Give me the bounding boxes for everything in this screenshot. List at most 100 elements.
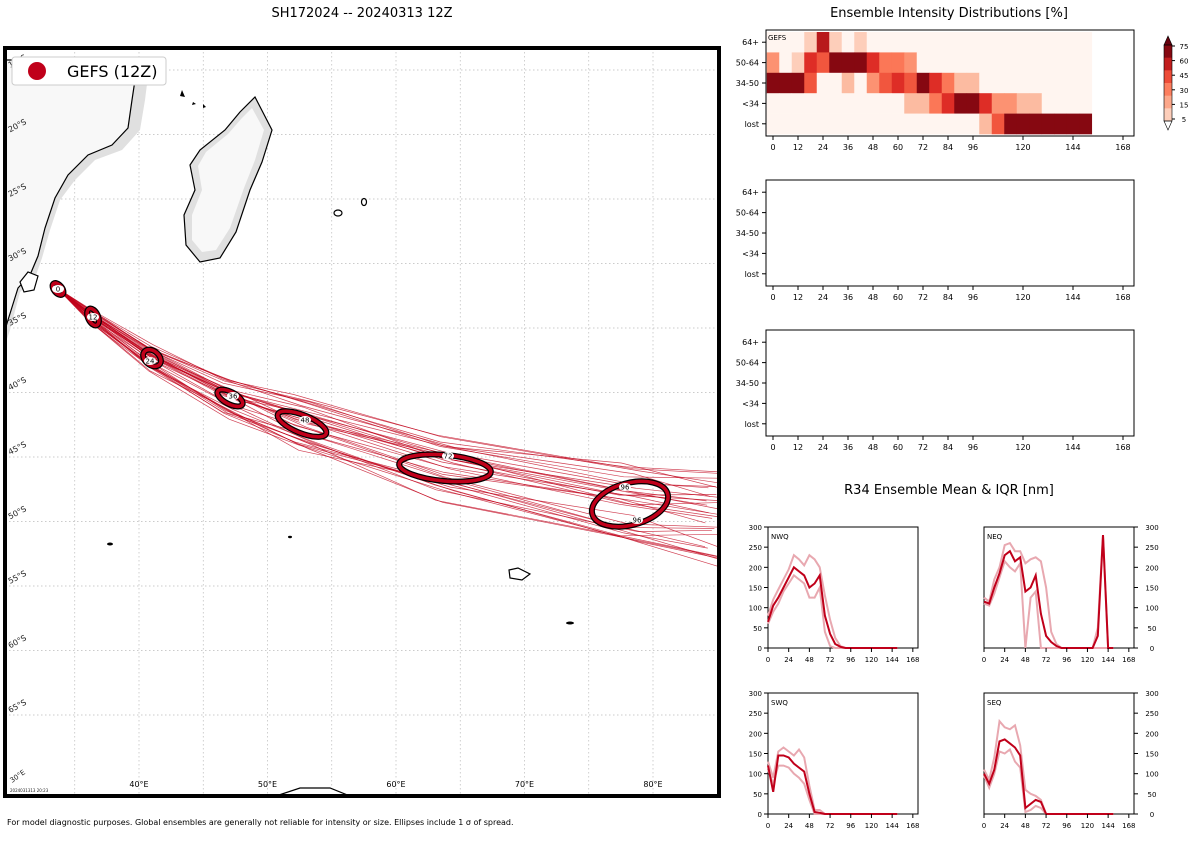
heat-cell bbox=[991, 72, 1005, 94]
panel-label: GEFS bbox=[768, 34, 787, 42]
heat-cell bbox=[804, 113, 818, 135]
heat-cell bbox=[891, 32, 905, 53]
ytick-label: 300 bbox=[1145, 690, 1158, 698]
heat-cell bbox=[904, 72, 918, 94]
xtick-label: 144 bbox=[1065, 293, 1080, 302]
r34-panel-seq: SEQ 0 50 100 150 200 250 300 0 24 48 72 96 120 144 168 bbox=[982, 690, 1159, 830]
xtick-label: 24 bbox=[784, 822, 793, 830]
colorbar-band bbox=[1164, 70, 1172, 84]
footnote: For model diagnostic purposes. Global en… bbox=[7, 818, 514, 827]
lon-label: 40°E bbox=[129, 780, 148, 789]
colorbar-label: 45 bbox=[1180, 72, 1189, 80]
ensemble-track bbox=[56, 287, 717, 496]
ytick-label: 200 bbox=[1145, 730, 1158, 738]
ytick-label: lost bbox=[745, 270, 759, 279]
heat-cell bbox=[904, 113, 918, 135]
ellipse-label: 0 bbox=[56, 286, 60, 294]
ytick-label: 100 bbox=[749, 605, 762, 613]
xtick-label: 0 bbox=[982, 822, 986, 830]
heat-cell bbox=[779, 93, 793, 114]
ytick-label: 100 bbox=[1145, 771, 1158, 779]
colorbar: 75 60 45 30 15 5 bbox=[1163, 35, 1189, 131]
heat-cell bbox=[891, 72, 905, 94]
heat-cell bbox=[866, 52, 880, 74]
heat-cell bbox=[1029, 93, 1043, 114]
heat-cell bbox=[891, 93, 905, 114]
colorbar-band bbox=[1164, 95, 1172, 109]
heat-cell bbox=[1054, 52, 1068, 74]
ytick-label: <34 bbox=[742, 99, 759, 108]
map-timestamp: 2024031313 20:23 bbox=[10, 788, 49, 793]
heat-cell bbox=[1066, 113, 1080, 135]
ellipse-label: 12 bbox=[89, 314, 98, 322]
heat-cell bbox=[829, 113, 843, 135]
uncertainty-ellipses: 0 12 24 36 48 72 96 96 bbox=[49, 280, 672, 530]
xtick-label: 96 bbox=[1062, 822, 1071, 830]
ytick-label: 64+ bbox=[742, 338, 759, 347]
lon-label: 80°E bbox=[643, 780, 662, 789]
heat-cell bbox=[766, 113, 780, 135]
xtick-label: 48 bbox=[805, 656, 814, 664]
heat-cell bbox=[841, 32, 855, 53]
ytick-label: 50 bbox=[1148, 625, 1157, 633]
ellipse-label-bg bbox=[87, 313, 99, 321]
ytick-label: 64+ bbox=[742, 188, 759, 197]
heat-cell bbox=[966, 72, 980, 94]
heat-cell bbox=[904, 93, 918, 114]
ensemble-track bbox=[56, 287, 706, 524]
heat-cell bbox=[879, 93, 893, 114]
heat-cell bbox=[779, 32, 793, 53]
xtick-label: 12 bbox=[793, 143, 803, 152]
xtick-label: 96 bbox=[846, 822, 855, 830]
xtick-label: 72 bbox=[826, 822, 835, 830]
xtick-label: 144 bbox=[1065, 443, 1080, 452]
r34-mean-line bbox=[767, 754, 898, 815]
colorbar-label: 75 bbox=[1180, 43, 1189, 51]
colorbar-frame bbox=[1163, 44, 1173, 122]
ellipse-label-bg bbox=[619, 483, 631, 491]
xtick-label: 60 bbox=[893, 293, 903, 302]
heat-cell bbox=[1041, 93, 1055, 114]
heat-cell bbox=[1054, 72, 1068, 94]
heat-cell bbox=[1016, 93, 1030, 114]
ellipse-label: 24 bbox=[146, 358, 155, 366]
xtick-label: 120 bbox=[1015, 143, 1030, 152]
heat-cell bbox=[941, 72, 955, 94]
heat-cell bbox=[954, 52, 968, 74]
landmass bbox=[5, 59, 574, 796]
xtick-label: 36 bbox=[843, 443, 853, 452]
ytick-label: lost bbox=[745, 120, 759, 129]
ytick-label: 200 bbox=[1145, 564, 1158, 572]
xtick-label: 168 bbox=[1115, 293, 1130, 302]
ellipse-label-bg bbox=[144, 357, 156, 365]
xtick-label: 96 bbox=[968, 143, 978, 152]
heat-cell bbox=[929, 32, 943, 53]
ytick-label: 0 bbox=[758, 811, 762, 819]
r34-title: R34 Ensemble Mean & IQR [nm] bbox=[844, 483, 1054, 498]
ensemble-track bbox=[56, 287, 719, 484]
xtick-label: 24 bbox=[818, 143, 828, 152]
heat-cell bbox=[841, 113, 855, 135]
map-legend: GEFS (12Z) bbox=[11, 56, 167, 86]
xtick-label: 0 bbox=[770, 443, 775, 452]
heat-cell bbox=[1066, 72, 1080, 94]
heat-cell bbox=[966, 113, 980, 135]
quadrant-label: SWQ bbox=[771, 699, 788, 707]
ensemble-track bbox=[56, 287, 719, 528]
heat-cell bbox=[1066, 93, 1080, 114]
heat-cell bbox=[879, 32, 893, 53]
xtick-label: 168 bbox=[1122, 656, 1135, 664]
panel-frame bbox=[767, 692, 919, 815]
panel-frame bbox=[767, 526, 919, 649]
heat-cell bbox=[929, 113, 943, 135]
xtick-label: 24 bbox=[784, 656, 793, 664]
heat-cell bbox=[1079, 52, 1093, 74]
heat-cell bbox=[904, 32, 918, 53]
r34-panel-nwq: NWQ 0 50 100 150 200 250 300 0 24 48 72 96 120 144 168 bbox=[749, 524, 920, 664]
ensemble-track bbox=[56, 287, 719, 489]
ellipse-label: 96 bbox=[633, 517, 642, 525]
xtick-label: 72 bbox=[918, 143, 928, 152]
heat-cell bbox=[1004, 93, 1018, 114]
ensemble-track bbox=[56, 287, 719, 548]
colorbar-band bbox=[1164, 57, 1172, 71]
